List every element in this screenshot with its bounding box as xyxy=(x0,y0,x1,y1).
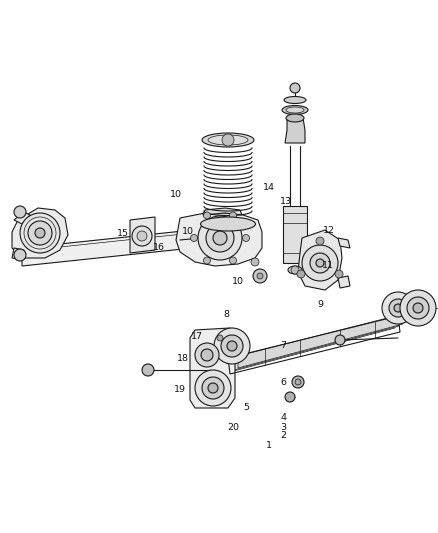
Circle shape xyxy=(243,235,250,241)
Circle shape xyxy=(389,299,407,317)
Circle shape xyxy=(195,343,219,367)
Ellipse shape xyxy=(282,106,308,115)
Polygon shape xyxy=(338,276,350,288)
Text: 17: 17 xyxy=(191,333,202,341)
Circle shape xyxy=(335,270,343,278)
Circle shape xyxy=(407,297,429,319)
Circle shape xyxy=(137,231,147,241)
Text: 1: 1 xyxy=(266,441,272,449)
Polygon shape xyxy=(22,225,240,266)
Circle shape xyxy=(382,292,414,324)
Text: 3: 3 xyxy=(280,423,286,432)
Polygon shape xyxy=(307,266,323,273)
Text: 12: 12 xyxy=(323,226,335,235)
Text: 5: 5 xyxy=(243,403,249,412)
Circle shape xyxy=(14,206,26,218)
Circle shape xyxy=(302,245,338,281)
Text: 9: 9 xyxy=(318,301,324,309)
Text: 15: 15 xyxy=(117,229,129,238)
Polygon shape xyxy=(12,248,24,260)
Circle shape xyxy=(28,221,52,245)
Text: 11: 11 xyxy=(322,261,334,270)
Circle shape xyxy=(191,235,198,241)
Text: 8: 8 xyxy=(223,310,230,319)
Circle shape xyxy=(227,341,237,351)
Polygon shape xyxy=(176,212,262,266)
Circle shape xyxy=(257,273,263,279)
Polygon shape xyxy=(14,212,30,224)
Circle shape xyxy=(204,212,211,219)
Circle shape xyxy=(132,226,152,246)
Text: 10: 10 xyxy=(170,190,182,199)
Circle shape xyxy=(35,228,45,238)
Circle shape xyxy=(142,364,154,376)
Circle shape xyxy=(292,376,304,388)
Polygon shape xyxy=(238,314,403,368)
Circle shape xyxy=(400,290,436,326)
Circle shape xyxy=(297,270,305,278)
Ellipse shape xyxy=(208,135,248,145)
Circle shape xyxy=(214,328,250,364)
Circle shape xyxy=(201,349,213,361)
Polygon shape xyxy=(338,238,350,248)
Polygon shape xyxy=(130,217,155,253)
Ellipse shape xyxy=(201,217,255,231)
Polygon shape xyxy=(234,316,399,370)
Text: 18: 18 xyxy=(177,354,189,362)
Polygon shape xyxy=(12,208,68,258)
Text: 4: 4 xyxy=(280,413,286,422)
Circle shape xyxy=(253,269,267,283)
Text: 13: 13 xyxy=(279,197,292,206)
Polygon shape xyxy=(190,328,235,408)
Circle shape xyxy=(295,379,301,385)
Circle shape xyxy=(230,212,237,219)
Circle shape xyxy=(291,266,299,274)
Text: 10: 10 xyxy=(182,228,194,236)
Circle shape xyxy=(20,213,60,253)
Ellipse shape xyxy=(288,266,302,274)
Circle shape xyxy=(14,249,26,261)
Circle shape xyxy=(221,335,243,357)
Circle shape xyxy=(335,335,345,345)
Circle shape xyxy=(202,377,224,399)
Circle shape xyxy=(394,304,402,312)
Circle shape xyxy=(230,257,237,264)
Circle shape xyxy=(413,303,423,313)
Circle shape xyxy=(316,237,324,245)
Text: 10: 10 xyxy=(232,277,244,286)
Circle shape xyxy=(217,335,223,341)
Circle shape xyxy=(316,259,324,267)
Circle shape xyxy=(318,266,326,274)
Circle shape xyxy=(222,134,234,146)
Text: 2: 2 xyxy=(280,432,286,440)
Polygon shape xyxy=(298,230,342,290)
Circle shape xyxy=(290,83,300,93)
Ellipse shape xyxy=(202,133,254,147)
Text: 19: 19 xyxy=(174,385,186,393)
Circle shape xyxy=(206,224,234,252)
Circle shape xyxy=(251,258,259,266)
Polygon shape xyxy=(283,206,307,263)
Text: 7: 7 xyxy=(280,341,286,350)
Circle shape xyxy=(213,231,227,245)
Polygon shape xyxy=(230,318,395,372)
Text: 14: 14 xyxy=(263,183,275,192)
Polygon shape xyxy=(285,118,305,143)
Text: 6: 6 xyxy=(280,378,286,387)
Circle shape xyxy=(285,392,295,402)
Ellipse shape xyxy=(286,107,304,113)
Circle shape xyxy=(208,383,218,393)
Circle shape xyxy=(195,370,231,406)
Circle shape xyxy=(204,257,211,264)
Ellipse shape xyxy=(286,114,304,122)
Circle shape xyxy=(310,253,330,273)
Ellipse shape xyxy=(284,96,306,103)
Circle shape xyxy=(198,216,242,260)
Polygon shape xyxy=(203,208,242,215)
Text: 16: 16 xyxy=(152,244,164,252)
Text: 20: 20 xyxy=(228,423,240,432)
